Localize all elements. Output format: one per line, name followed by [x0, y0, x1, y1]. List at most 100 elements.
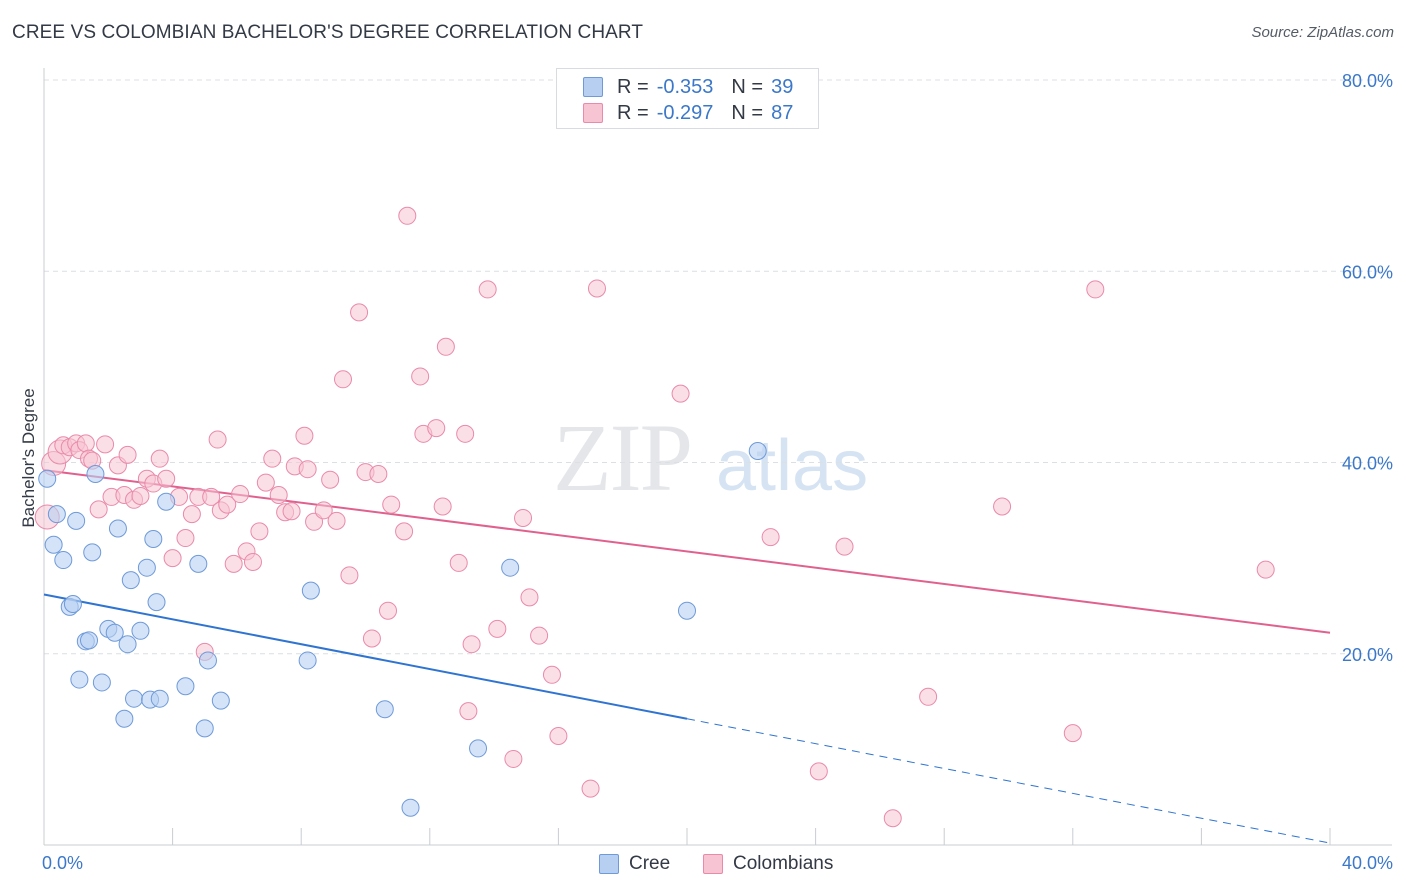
cree-point: [54, 551, 73, 570]
cree-n-label: N =: [731, 75, 764, 98]
colombians-point: [76, 434, 95, 453]
cree-point: [121, 571, 140, 590]
colombians-point: [1086, 280, 1105, 299]
colombians-point: [150, 449, 169, 468]
y-tick-label: 60.0%: [1342, 262, 1393, 282]
cree-point: [38, 469, 57, 488]
colombians-point: [436, 337, 455, 356]
cree-point: [80, 631, 99, 650]
cree-point: [92, 673, 111, 692]
source-credit: Source: ZipAtlas.com: [1251, 24, 1394, 41]
y-axis-label: Bachelor's Degree: [19, 388, 38, 527]
colombians-point: [809, 762, 828, 781]
cree-legend-swatch: [599, 854, 619, 874]
colombians-point: [269, 486, 288, 505]
colombians-points: [34, 206, 1275, 828]
colombians-point: [163, 549, 182, 568]
cree-point: [298, 651, 317, 670]
legend-row-colombians: R = -0.297 N = 87: [583, 101, 793, 125]
colombians-point: [761, 528, 780, 547]
y-tick-label: 80.0%: [1342, 71, 1393, 91]
colombians-point: [456, 424, 475, 443]
colombians-point: [449, 553, 468, 572]
chart-title: CREE VS COLOMBIAN BACHELOR'S DEGREE CORR…: [12, 22, 644, 43]
cree-point: [44, 535, 63, 554]
cree-point: [115, 709, 134, 728]
colombians-point: [250, 522, 269, 541]
cree-points: [38, 442, 767, 817]
cree-point: [63, 595, 82, 614]
legend-item-cree[interactable]: Cree: [599, 852, 670, 876]
cree-point: [157, 492, 176, 511]
stats-legend: R = -0.353 N = 39 R = -0.297 N = 87: [556, 68, 819, 129]
colombians-point: [282, 502, 301, 521]
colombians-legend-label: Colombians: [733, 853, 834, 874]
cree-r-value: -0.353: [656, 75, 714, 98]
x-tick-label: 40.0%: [1342, 853, 1393, 873]
colombians-point: [327, 511, 346, 530]
colombians-point: [504, 749, 523, 768]
colombians-point: [671, 384, 690, 403]
cree-point: [176, 677, 195, 696]
cree-point: [118, 635, 137, 654]
cree-swatch: [583, 77, 603, 97]
cree-point: [678, 601, 696, 620]
colombians-point: [1256, 560, 1275, 579]
colombians-n-value: 87: [771, 101, 794, 124]
cree-point: [198, 651, 217, 670]
cree-point: [86, 464, 105, 483]
cree-point: [501, 558, 520, 577]
colombians-point: [395, 522, 414, 541]
colombians-trend-line: [43, 469, 1331, 634]
cree-point: [137, 558, 156, 577]
colombians-point: [549, 726, 568, 745]
colombians-point: [514, 508, 533, 527]
colombians-point: [96, 435, 115, 454]
colombians-point: [208, 430, 227, 449]
cree-trend-extension: [686, 718, 1331, 844]
colombians-point: [382, 495, 401, 514]
colombians-point: [520, 588, 539, 607]
colombians-legend-swatch: [703, 854, 723, 874]
legend-item-colombians[interactable]: Colombians: [703, 852, 833, 876]
colombians-point: [587, 279, 606, 298]
tick-labels: 20.0% 40.0% 60.0% 80.0% 0.0% 40.0%: [42, 71, 1393, 873]
colombians-point: [305, 512, 324, 531]
colombians-point: [1063, 724, 1082, 743]
colombians-point: [379, 601, 398, 620]
cree-point: [131, 621, 150, 640]
colombians-r-label: R =: [617, 101, 649, 124]
y-tick-label: 20.0%: [1342, 645, 1393, 665]
colombians-point: [243, 552, 262, 571]
watermark-zip: ZIP: [553, 404, 691, 511]
cree-point: [108, 519, 127, 538]
trend-lines: [43, 469, 1331, 844]
cree-trend-line: [43, 593, 688, 720]
colombians-point: [263, 449, 282, 468]
cree-point: [144, 530, 163, 548]
colombians-point: [478, 280, 497, 299]
colombians-point: [993, 497, 1012, 516]
colombians-point: [321, 470, 340, 489]
colombians-point: [176, 529, 195, 548]
cree-legend-label: Cree: [629, 853, 671, 874]
colombians-point: [182, 505, 201, 524]
colombians-point: [411, 367, 430, 386]
x-tick-label: 0.0%: [42, 853, 83, 873]
colombians-point: [883, 809, 902, 828]
colombians-point: [314, 501, 333, 520]
cree-point: [147, 593, 166, 612]
colombians-point: [362, 629, 381, 648]
colombians-point: [459, 702, 478, 721]
colombians-n-label: N =: [731, 101, 764, 124]
colombians-point: [131, 486, 150, 505]
colombians-point: [256, 473, 275, 492]
colombians-swatch: [583, 103, 603, 123]
cree-point: [401, 798, 420, 817]
cree-n-value: 39: [771, 75, 794, 98]
cree-point: [748, 442, 767, 461]
cree-point: [301, 581, 320, 600]
colombians-point: [433, 497, 452, 516]
colombians-point: [369, 464, 388, 483]
colombians-point: [224, 554, 243, 573]
